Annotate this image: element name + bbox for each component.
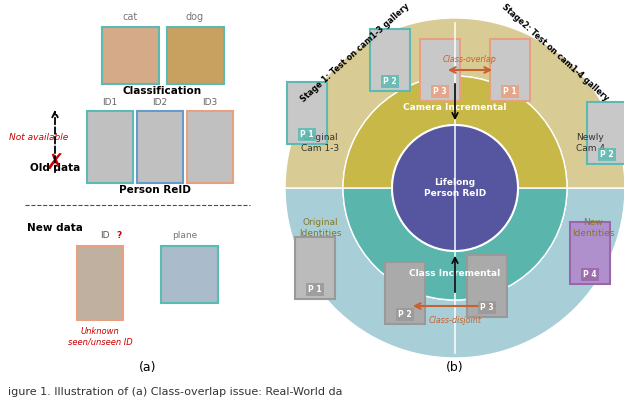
Text: Unknown
seen/unseen ID: Unknown seen/unseen ID [67,327,132,346]
FancyBboxPatch shape [287,82,327,144]
Text: New data: New data [27,223,83,233]
Text: (a): (a) [139,362,157,375]
FancyBboxPatch shape [370,29,410,91]
Text: ID3: ID3 [202,98,218,107]
FancyBboxPatch shape [161,246,218,303]
Text: dog: dog [186,12,204,22]
Text: igure 1. Illustration of (a) Class-overlap issue: Real-World da: igure 1. Illustration of (a) Class-overl… [8,387,343,397]
Text: P 1: P 1 [503,87,517,96]
Wedge shape [343,76,567,188]
Text: P 1: P 1 [300,130,314,139]
Text: Newly
Cam 4: Newly Cam 4 [575,133,605,153]
Text: New
Identities: New Identities [572,218,614,238]
Text: Stage 1: Test on cam1-3 gallery: Stage 1: Test on cam1-3 gallery [299,2,411,104]
Text: Person ReID: Person ReID [119,185,191,195]
FancyBboxPatch shape [87,111,133,183]
FancyBboxPatch shape [295,237,335,299]
Wedge shape [343,188,567,300]
Text: Stage2: Test on cam1-4 gallery: Stage2: Test on cam1-4 gallery [500,3,610,103]
Text: ID: ID [100,231,109,240]
Text: P 3: P 3 [433,87,447,96]
Text: Old data: Old data [30,163,80,173]
FancyBboxPatch shape [77,246,123,320]
Text: P 3: P 3 [480,303,494,312]
FancyBboxPatch shape [420,39,460,101]
Text: ID1: ID1 [102,98,118,107]
FancyBboxPatch shape [587,102,624,164]
FancyBboxPatch shape [137,111,183,183]
FancyBboxPatch shape [467,255,507,317]
FancyBboxPatch shape [385,262,425,324]
Text: Lifelong
Person ReID: Lifelong Person ReID [424,178,486,198]
Text: P 1: P 1 [308,285,322,294]
Text: Class Incremental: Class Incremental [409,269,500,278]
FancyBboxPatch shape [187,111,233,183]
Text: ✗: ✗ [46,153,64,173]
Text: Camera Incremental: Camera Incremental [403,103,507,112]
Wedge shape [285,188,624,358]
Text: ID2: ID2 [152,98,168,107]
FancyBboxPatch shape [167,27,224,84]
Text: cat: cat [122,12,138,22]
FancyBboxPatch shape [490,39,530,101]
Text: Classification: Classification [122,86,202,96]
Text: Original
Identities: Original Identities [299,218,341,238]
Wedge shape [285,18,624,188]
Text: plane: plane [172,231,198,240]
FancyBboxPatch shape [570,222,610,284]
Text: ?: ? [116,231,121,240]
Text: Class-disjoint: Class-disjoint [429,316,482,325]
Text: P 2: P 2 [398,310,412,319]
Text: P 2: P 2 [600,150,614,159]
Text: (b): (b) [446,362,464,375]
Text: P 2: P 2 [383,77,397,86]
Circle shape [392,125,518,251]
Text: Class-overlap: Class-overlap [443,55,497,64]
Text: Original
Cam 1-3: Original Cam 1-3 [301,133,339,153]
FancyBboxPatch shape [102,27,159,84]
Text: P 4: P 4 [583,270,597,279]
Text: Not available: Not available [9,133,68,143]
